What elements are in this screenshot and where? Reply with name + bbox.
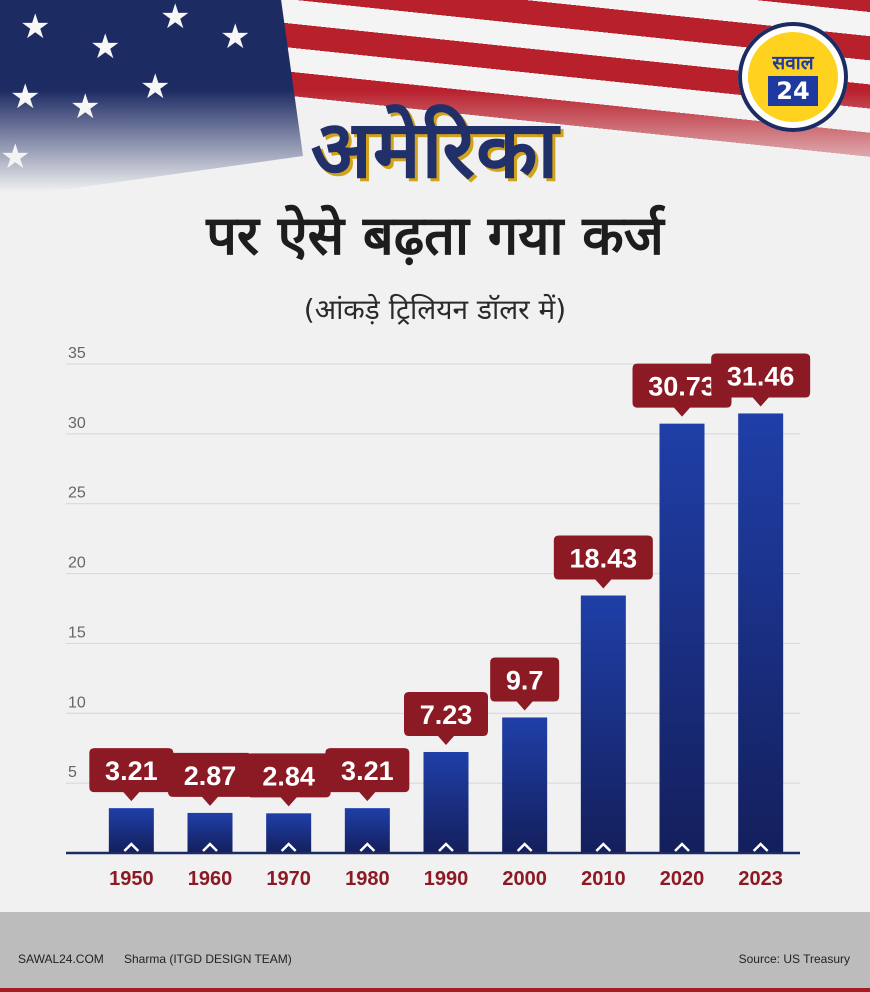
flag-fade [0, 90, 870, 210]
base-marker [280, 842, 297, 852]
data-label: 30.73 [648, 372, 716, 402]
logo-text: सवाल [772, 52, 814, 74]
data-label-box [553, 535, 653, 589]
base-marker [674, 842, 690, 852]
y-tick-label: 30 [68, 415, 86, 432]
data-label: 3.21 [105, 756, 158, 786]
y-tick-label: 10 [68, 694, 86, 711]
data-label-box [490, 657, 560, 711]
data-label: 2.84 [262, 761, 315, 791]
footer-source: Source: US Treasury [738, 952, 850, 966]
bar [187, 812, 233, 853]
data-label: 18.43 [570, 544, 638, 574]
base-marker [359, 842, 376, 852]
data-label-box [711, 353, 811, 407]
footer-credit: Sharma (ITGD DESIGN TEAM) [124, 952, 292, 966]
data-label-box [404, 691, 488, 745]
bar [423, 751, 469, 853]
data-label-box [632, 363, 732, 417]
bar [659, 423, 705, 853]
footer-site: SAWAL24.COM [18, 952, 104, 966]
bar [502, 717, 548, 853]
bar [266, 813, 312, 853]
x-tick-label: 2023 [738, 868, 783, 890]
x-tick-label: 2000 [502, 868, 547, 890]
base-marker [752, 842, 769, 852]
y-tick-label: 15 [68, 624, 86, 641]
footer-bar: SAWAL24.COM Sharma (ITGD DESIGN TEAM) So… [0, 912, 870, 992]
base-marker [123, 842, 140, 852]
logo-badge: सवाल 24 [748, 32, 838, 122]
bar [108, 808, 154, 853]
x-tick-label: 2020 [660, 868, 705, 890]
y-tick-label: 35 [68, 345, 86, 362]
x-tick-label: 1950 [109, 868, 154, 890]
title-main: अमेरिका [310, 103, 560, 196]
logo-number: 24 [768, 76, 818, 106]
x-tick-label: 1970 [266, 868, 311, 890]
data-label-box [168, 752, 252, 806]
x-tick-label: 1990 [424, 868, 469, 890]
y-tick-label: 5 [68, 764, 77, 781]
bar [738, 413, 784, 853]
bar [344, 808, 390, 853]
star-icon: ★ [90, 27, 121, 67]
data-label: 2.87 [184, 761, 237, 791]
star-icon: ★ [20, 7, 51, 47]
y-tick-label: 20 [68, 555, 86, 572]
data-label: 3.21 [341, 756, 394, 786]
star-icon: ★ [160, 0, 191, 37]
data-label-box [89, 748, 174, 802]
sawal24-logo: सवाल 24 [738, 22, 848, 132]
star-icon: ★ [220, 17, 251, 57]
base-marker [202, 842, 218, 852]
base-marker [516, 842, 533, 852]
base-marker [438, 842, 454, 852]
data-label: 7.23 [420, 700, 473, 730]
x-tick-label: 1960 [188, 868, 233, 890]
title-sub: पर ऐसे बढ़ता गया कर्ज [206, 204, 664, 267]
unit-note: (आंकड़े ट्रिलियन डॉलर में) [303, 293, 567, 326]
footer-accent-line [0, 988, 870, 992]
x-tick-label: 1980 [345, 868, 390, 890]
y-tick-label: 25 [68, 485, 86, 502]
data-label: 9.7 [506, 665, 544, 695]
base-marker [595, 842, 612, 852]
x-tick-label: 2010 [581, 868, 626, 890]
data-label-box [246, 753, 331, 807]
data-label-box [325, 748, 410, 802]
bar [580, 595, 626, 853]
data-label: 31.46 [727, 361, 795, 391]
